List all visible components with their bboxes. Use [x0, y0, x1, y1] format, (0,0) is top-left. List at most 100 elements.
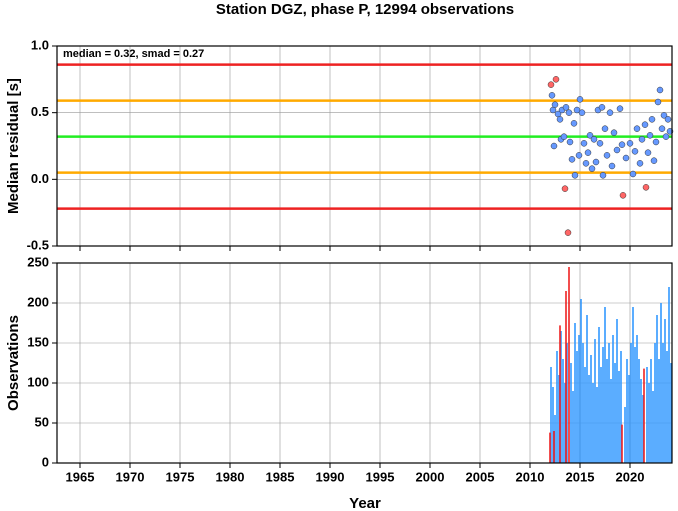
y-tick-label: 250 [27, 254, 49, 269]
bar [642, 395, 644, 463]
y-axis-label: Median residual [s] [5, 78, 22, 214]
bar [660, 303, 662, 463]
y-tick-label: -0.5 [27, 237, 49, 252]
bar [565, 291, 567, 463]
x-tick-label: 1990 [316, 469, 345, 484]
point [618, 141, 626, 148]
bar [643, 368, 645, 463]
bar [612, 335, 614, 463]
bar [636, 335, 638, 463]
point [642, 184, 650, 191]
point [556, 116, 564, 123]
bar [664, 319, 666, 463]
point [650, 157, 658, 164]
x-tick-label: 1985 [266, 469, 295, 484]
x-tick-label: 1965 [66, 469, 95, 484]
bar [554, 415, 556, 463]
bar [668, 287, 670, 463]
point [654, 98, 662, 106]
bar [640, 379, 642, 463]
y-axis-label: Observations [5, 315, 22, 411]
bar [564, 383, 566, 463]
bar [628, 375, 630, 463]
bar [654, 343, 656, 463]
bar [602, 347, 604, 463]
x-axis-label: Year [349, 495, 381, 511]
bar [562, 359, 564, 463]
point [636, 160, 644, 167]
x-tick-label: 1975 [166, 469, 195, 484]
bar [610, 379, 612, 463]
point [658, 125, 666, 132]
bar [608, 343, 610, 463]
point [590, 136, 598, 143]
point [592, 158, 600, 166]
x-tick-label: 2015 [566, 469, 595, 484]
point [568, 156, 576, 163]
bar [658, 359, 660, 463]
point [576, 96, 584, 103]
bar [634, 347, 636, 463]
plot-frame [56, 262, 673, 464]
point [560, 133, 568, 140]
bar [652, 391, 654, 463]
point [580, 140, 588, 147]
x-tick-label: 2010 [516, 469, 545, 484]
point [588, 165, 596, 172]
bar [566, 343, 568, 463]
point [638, 136, 646, 143]
point [561, 185, 569, 192]
x-tick-label: 2020 [616, 469, 645, 484]
point [646, 132, 654, 139]
point [610, 129, 618, 136]
point [606, 109, 614, 116]
bar [568, 267, 570, 463]
chart-title: Station DGZ, phase P, 12994 observations [216, 1, 514, 18]
point [575, 152, 583, 159]
bar [574, 323, 576, 463]
point [656, 86, 664, 94]
point [586, 132, 594, 139]
bar [670, 363, 672, 463]
bar [662, 343, 664, 463]
bar [626, 359, 628, 463]
bar [648, 383, 650, 463]
point [551, 101, 559, 108]
point [608, 162, 616, 170]
point [622, 154, 630, 162]
bar [614, 363, 616, 463]
y-tick-label: 0 [42, 454, 49, 469]
bar [656, 315, 658, 463]
bar [606, 359, 608, 463]
point [578, 109, 586, 116]
point [641, 121, 649, 128]
x-tick-label: 2005 [466, 469, 495, 484]
bar [596, 387, 598, 463]
point [616, 105, 624, 112]
point [631, 148, 639, 155]
bar [600, 367, 602, 463]
bar [646, 367, 648, 463]
bar [621, 424, 623, 463]
x-tick-label: 1980 [216, 469, 245, 484]
bar [570, 363, 572, 463]
point [565, 109, 573, 116]
point [603, 152, 611, 159]
bar [666, 351, 668, 463]
bar [580, 299, 582, 463]
y-tick-label: 0.0 [31, 171, 49, 186]
bar [586, 315, 588, 463]
point [662, 133, 670, 140]
bar [604, 307, 606, 463]
point [550, 142, 558, 150]
bar [549, 432, 551, 463]
point [566, 138, 574, 146]
point [571, 172, 579, 179]
point [660, 112, 668, 119]
bar [592, 383, 594, 463]
point [548, 92, 556, 99]
x-tick-label: 1995 [366, 469, 395, 484]
y-tick-label: 150 [27, 334, 49, 349]
